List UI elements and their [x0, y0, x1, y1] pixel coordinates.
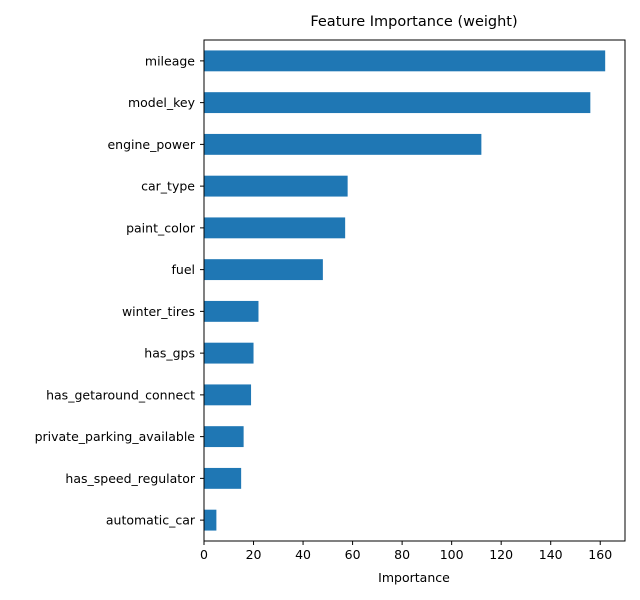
bar-has_speed_regulator — [204, 467, 242, 489]
y-tick-label: private_parking_available — [35, 429, 196, 444]
bar-paint_color — [204, 217, 346, 239]
x-tick-label: 60 — [345, 547, 361, 562]
y-tick-label: car_type — [141, 179, 195, 194]
x-tick-label: 160 — [588, 547, 612, 562]
y-tick-label: fuel — [172, 262, 196, 277]
x-tick-label: 100 — [440, 547, 464, 562]
bar-automatic_car — [204, 509, 217, 531]
plot-area-frame — [203, 39, 626, 542]
bar-winter_tires — [204, 300, 259, 322]
y-tick-label: engine_power — [107, 137, 195, 152]
bars-group — [204, 50, 606, 531]
y-tick-label: mileage — [145, 53, 195, 68]
y-tick-label: has_speed_regulator — [65, 471, 195, 486]
x-tick-label: 120 — [489, 547, 513, 562]
y-tick-label: model_key — [128, 95, 196, 110]
bar-fuel — [204, 259, 323, 281]
y-tick-label: has_getaround_connect — [46, 387, 195, 402]
x-tick-label: 140 — [539, 547, 563, 562]
y-tick-label: winter_tires — [122, 304, 195, 319]
bar-has_getaround_connect — [204, 384, 252, 406]
bar-has_gps — [204, 342, 254, 364]
bar-private_parking_available — [204, 426, 244, 448]
x-axis-ticks: 0 20 40 60 80 100 120 140 160 — [200, 541, 612, 562]
x-tick-label: 20 — [246, 547, 262, 562]
bar-car_type — [204, 175, 348, 197]
x-tick-label: 80 — [394, 547, 410, 562]
bar-mileage — [204, 50, 606, 72]
x-tick-label: 40 — [295, 547, 311, 562]
x-axis-label: Importance — [378, 570, 450, 585]
x-tick-label: 0 — [200, 547, 208, 562]
y-tick-label: automatic_car — [106, 513, 196, 528]
y-axis-ticks: mileage model_key engine_power car_typepain… — [35, 53, 204, 528]
chart-title: Feature Importance (weight) — [310, 14, 517, 30]
y-tick-label: has_gps — [144, 346, 195, 361]
bar-model_key — [204, 92, 591, 114]
y-tick-label: paint_color — [126, 220, 196, 235]
bar-engine_power — [204, 133, 482, 155]
